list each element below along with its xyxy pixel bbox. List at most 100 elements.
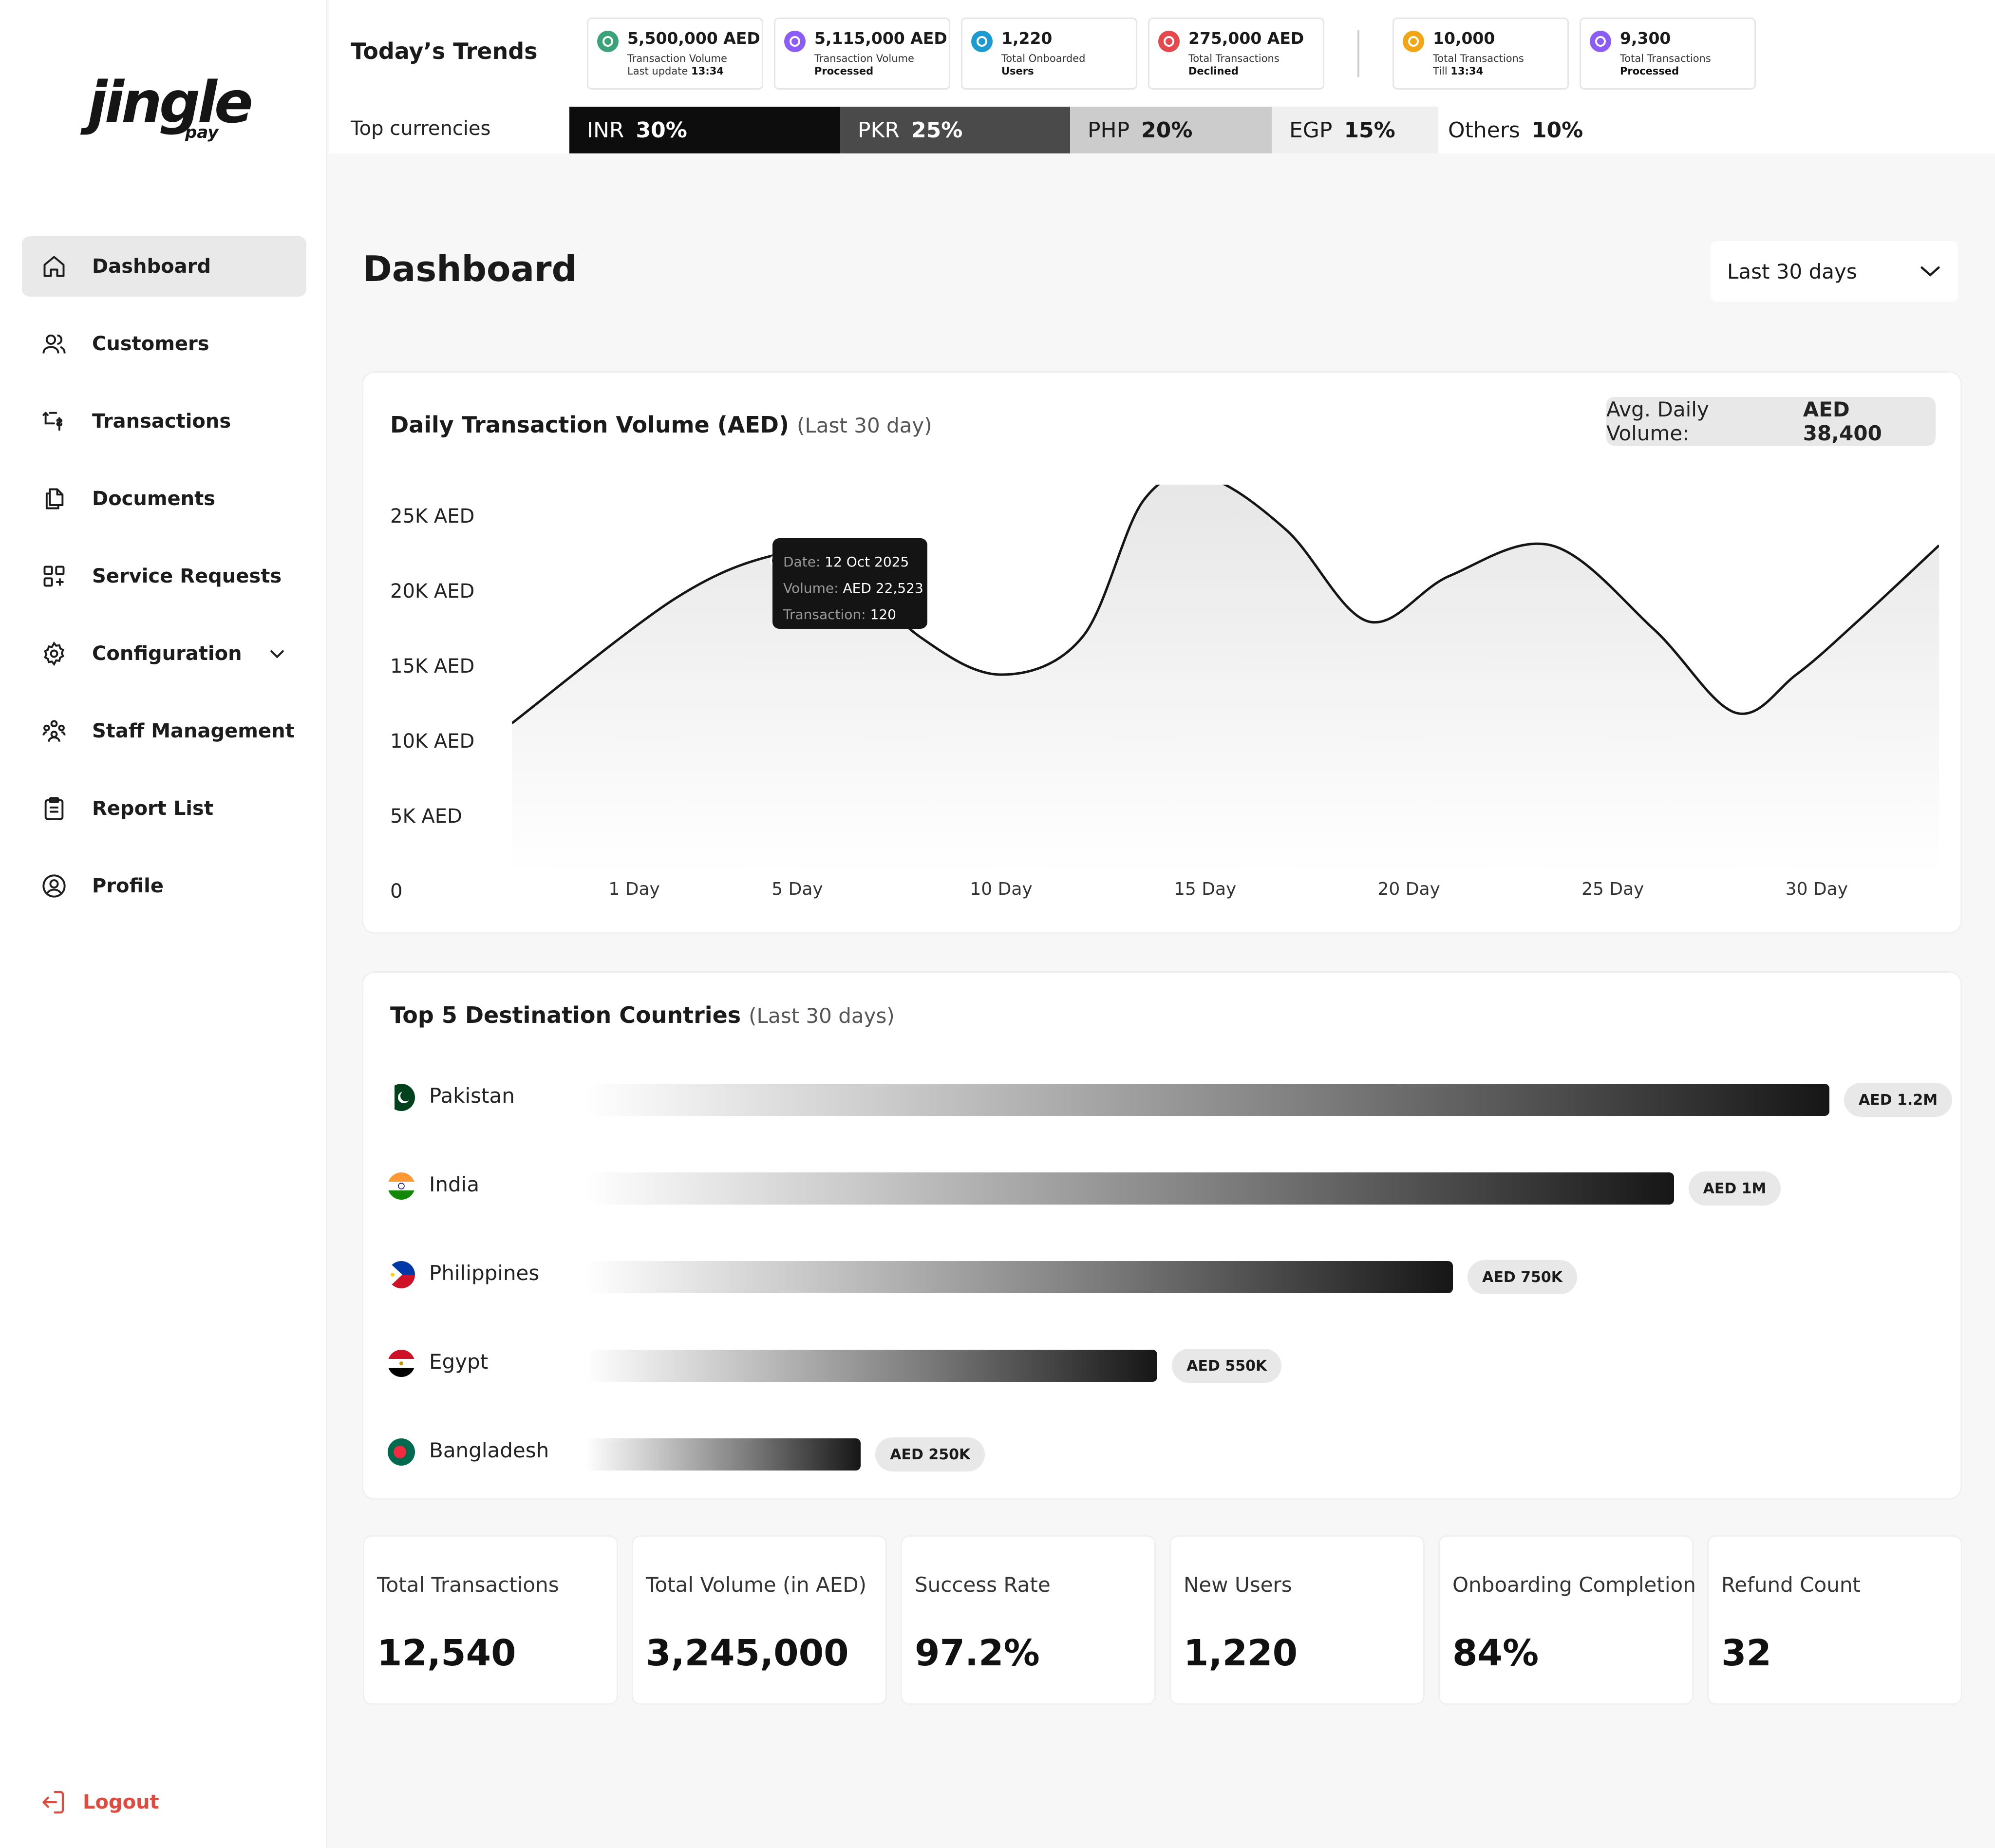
country-row[interactable]: Pakistan AED 1.2M [388, 1077, 1953, 1117]
users-icon [40, 330, 68, 358]
trend-card-total-processed[interactable]: 9,300 Total Transactions Processed [1580, 18, 1756, 90]
trends-title: Today’s Trends [351, 38, 538, 64]
sidebar-item-customers[interactable]: Customers [22, 314, 306, 374]
stat-label: Onboarding Completion [1452, 1573, 1696, 1597]
x-tick-label: 25 Day [1581, 879, 1644, 899]
logout-label: Logout [83, 1791, 159, 1813]
trend-card-declined[interactable]: 275,000 AED Total Transactions Declined [1148, 18, 1324, 90]
sidebar: jingle pay Dashboard Customers Transacti… [0, 0, 327, 1848]
sidebar-nav: Dashboard Customers Transactions Documen… [22, 236, 306, 933]
transactions-icon [1403, 31, 1424, 52]
country-value-badge: AED 750K [1468, 1260, 1578, 1294]
brand-name: jingle [88, 69, 253, 136]
trend-caption: Transaction Volume Last update 13:34 [627, 53, 727, 77]
stat-value: 32 [1721, 1632, 1771, 1674]
trends-bar: Today’s Trends 5,500,000 AED Transaction… [329, 0, 1995, 105]
x-tick-label: 1 Day [608, 879, 660, 899]
volume-area-chart[interactable] [512, 485, 1939, 874]
currency-egp: EGP 15% [1272, 107, 1438, 153]
country-name: Pakistan [429, 1084, 515, 1108]
sidebar-item-label: Staff Management [92, 720, 295, 742]
x-tick-label: 10 Day [970, 879, 1033, 899]
trend-card-total[interactable]: 10,000 Total Transactions Till 13:34 [1393, 18, 1569, 90]
x-tick-label: 20 Day [1377, 879, 1440, 899]
country-row[interactable]: Egypt AED 550K [388, 1343, 1946, 1383]
logout-button[interactable]: Logout [39, 1789, 159, 1816]
country-value-badge: AED 1.2M [1844, 1083, 1953, 1117]
y-tick-label: 0 [390, 880, 403, 903]
stat-value: 1,220 [1184, 1632, 1298, 1674]
country-row[interactable]: Philippines AED 750K [388, 1254, 1946, 1294]
area-fill [512, 485, 1939, 874]
processed-icon [784, 31, 806, 52]
country-name: Bangladesh [429, 1438, 549, 1462]
currencies-label: Top currencies [351, 117, 491, 140]
home-icon [40, 253, 68, 280]
sidebar-item-report-list[interactable]: Report List [22, 778, 306, 839]
pakistan-flag-icon [388, 1084, 415, 1111]
gear-icon [40, 640, 68, 667]
users-icon [971, 31, 993, 52]
sidebar-item-label: Configuration [92, 642, 242, 665]
date-range-select[interactable]: Last 30 days [1711, 241, 1958, 302]
sidebar-item-label: Customers [92, 333, 209, 355]
countries-title: Top 5 Destination Countries (Last 30 day… [390, 1002, 895, 1028]
sidebar-item-configuration[interactable]: Configuration [22, 623, 306, 684]
trend-caption: Total Transactions Declined [1188, 53, 1280, 77]
team-icon [40, 717, 68, 745]
sidebar-item-profile[interactable]: Profile [22, 856, 306, 916]
stat-card-onboarding-completion[interactable]: Onboarding Completion 84% [1438, 1535, 1696, 1705]
page-title: Dashboard [363, 248, 577, 289]
divider [1357, 30, 1359, 77]
stat-label: Refund Count [1721, 1573, 1861, 1597]
country-bar [585, 1438, 861, 1471]
sidebar-item-label: Transactions [92, 410, 231, 433]
brand-sub: pay [185, 123, 219, 142]
trend-value: 1,220 [1001, 29, 1053, 48]
countries-card: Top 5 Destination Countries (Last 30 day… [362, 971, 1962, 1500]
volume-chart-card: Daily Transaction Volume (AED) (Last 30 … [362, 371, 1962, 934]
stat-label: Total Volume (in AED) [646, 1573, 867, 1597]
sidebar-item-dashboard[interactable]: Dashboard [22, 236, 306, 297]
logout-icon [42, 1791, 64, 1814]
stat-card-total-volume[interactable]: Total Volume (in AED) 3,245,000 [632, 1535, 887, 1705]
country-value-badge: AED 550K [1172, 1349, 1282, 1383]
currency-pkr: PKR 25% [840, 107, 1070, 153]
sidebar-item-label: Documents [92, 488, 216, 510]
country-row[interactable]: Bangladesh AED 250K [388, 1432, 1946, 1471]
country-bar [585, 1084, 1829, 1116]
stat-value: 12,540 [377, 1632, 516, 1674]
stat-label: New Users [1184, 1573, 1292, 1597]
brand-logo[interactable]: jingle pay [88, 68, 253, 151]
sidebar-item-documents[interactable]: Documents [22, 469, 306, 529]
sidebar-item-service-requests[interactable]: Service Requests [22, 546, 306, 606]
trend-caption: Transaction Volume Processed [814, 53, 914, 77]
sidebar-item-label: Profile [92, 875, 164, 897]
stat-card-total-transactions[interactable]: Total Transactions 12,540 [363, 1535, 618, 1705]
trend-value: 5,500,000 AED [627, 29, 760, 48]
country-row[interactable]: India AED 1M [388, 1166, 1946, 1206]
trend-value: 9,300 [1620, 29, 1671, 48]
chevron-down-icon [1920, 266, 1940, 277]
processed-icon [1590, 31, 1611, 52]
chevron-down-icon[interactable] [267, 644, 287, 663]
transactions-icon [40, 408, 68, 435]
stat-card-refund-count[interactable]: Refund Count 32 [1707, 1535, 1962, 1705]
sidebar-item-label: Dashboard [92, 255, 211, 278]
currency-php: PHP 20% [1070, 107, 1272, 153]
stat-card-success-rate[interactable]: Success Rate 97.2% [901, 1535, 1156, 1705]
volume-icon [597, 31, 619, 52]
philippines-flag-icon [388, 1261, 415, 1288]
country-name: Egypt [429, 1350, 489, 1374]
stat-card-new-users[interactable]: New Users 1,220 [1169, 1535, 1425, 1705]
sidebar-item-label: Report List [92, 797, 213, 820]
sidebar-item-transactions[interactable]: Transactions [22, 391, 306, 452]
trend-card-onboarded[interactable]: 1,220 Total Onboarded Users [961, 18, 1137, 90]
trend-card-volume[interactable]: 5,500,000 AED Transaction Volume Last upd… [587, 18, 763, 90]
country-value-badge: AED 1M [1688, 1171, 1781, 1206]
top-currencies: Top currencies INR 30% PKR 25% PHP 20% EGP 1… [329, 105, 1995, 153]
country-name: Philippines [429, 1261, 540, 1285]
trend-value: 10,000 [1433, 29, 1495, 48]
sidebar-item-staff-management[interactable]: Staff Management [22, 701, 306, 761]
trend-card-processed[interactable]: 5,115,000 AED Transaction Volume Processe… [774, 18, 950, 90]
